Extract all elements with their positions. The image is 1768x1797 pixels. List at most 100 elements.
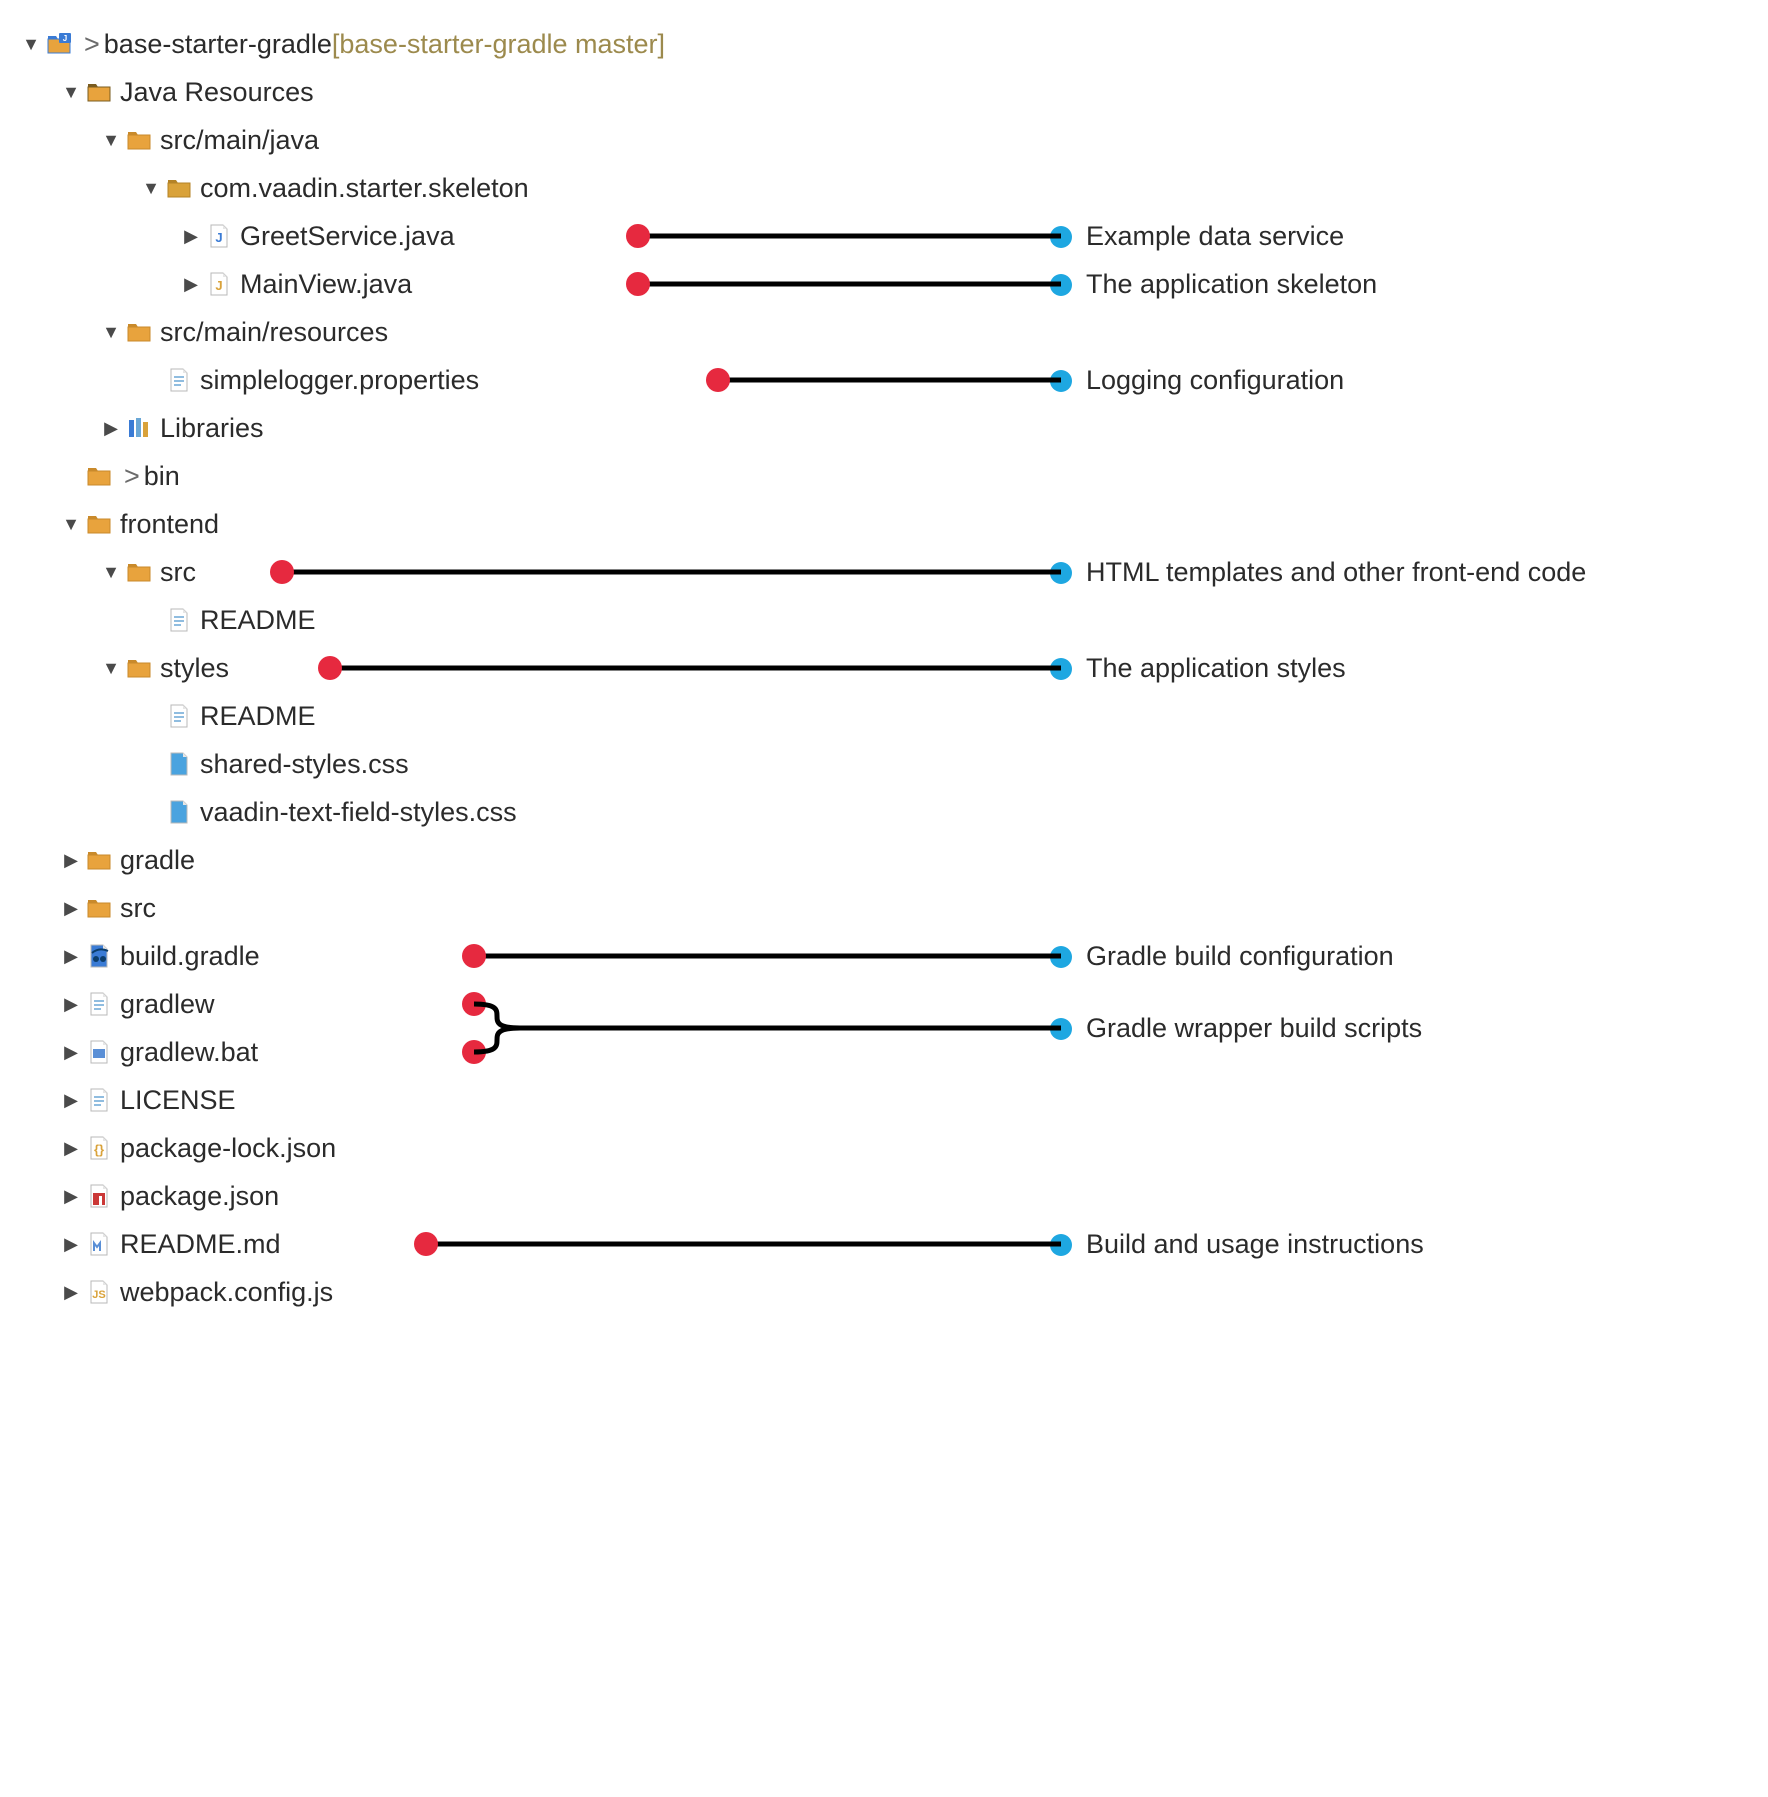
tree-row-vtfcss[interactable]: ▶#vaadin-text-field-styles.css <box>0 788 1768 836</box>
folder-icon <box>84 509 114 539</box>
textfile-icon <box>164 365 194 395</box>
chevron-right-icon[interactable]: ▶ <box>60 1042 82 1063</box>
annotation-text: Build and usage instructions <box>1086 1229 1424 1260</box>
chevron-right-icon[interactable]: ▶ <box>180 274 202 295</box>
tree-item-label: build.gradle <box>120 941 260 972</box>
tree-row-srcmainres[interactable]: ▼src/main/resources <box>0 308 1768 356</box>
tree-row-gradlew[interactable]: ▶ gradlew <box>0 980 1768 1028</box>
tree-row-pkgjson[interactable]: ▶ package.json <box>0 1172 1768 1220</box>
tree-row-pkg[interactable]: ▼ com.vaadin.starter.skeleton <box>0 164 1768 212</box>
chevron-down-icon[interactable]: ▼ <box>140 178 162 199</box>
cssfile-icon: # <box>164 797 194 827</box>
tree-item-label: Java Resources <box>120 77 314 108</box>
tree-row-greet[interactable]: ▶JGreetService.java <box>0 212 1768 260</box>
vcs-branch-label: [base-starter-gradle master] <box>332 29 665 60</box>
chevron-right-icon[interactable]: ▶ <box>100 418 122 439</box>
annotation-dot-icon <box>1050 370 1072 392</box>
chevron-right-icon[interactable]: ▶ <box>60 850 82 871</box>
tree-row-bin[interactable]: ▶>bin <box>0 452 1768 500</box>
tree-item-label: README <box>200 605 316 636</box>
chevron-down-icon[interactable]: ▼ <box>100 322 122 343</box>
folder-gen-icon <box>84 461 114 491</box>
chevron-down-icon[interactable]: ▼ <box>100 658 122 679</box>
annotation-text: HTML templates and other front-end code <box>1086 557 1586 588</box>
annotation-dot-icon <box>1050 274 1072 296</box>
tree-item-label: LICENSE <box>120 1085 236 1116</box>
chevron-right-icon[interactable]: ▶ <box>180 226 202 247</box>
tree-item-label: README <box>200 701 316 732</box>
tree-item-label: package-lock.json <box>120 1133 336 1164</box>
tree-row-javares[interactable]: ▼ Java Resources <box>0 68 1768 116</box>
annotation: The application styles <box>1050 653 1346 684</box>
tree-row-mainview[interactable]: ▶JMainView.java <box>0 260 1768 308</box>
annotation-text: Gradle build configuration <box>1086 941 1394 972</box>
javafile2-icon: J <box>204 269 234 299</box>
pkgroot-icon <box>124 317 154 347</box>
tree-item-label: gradlew <box>120 989 215 1020</box>
tree-row-gradlewbat[interactable]: ▶gradlew.bat <box>0 1028 1768 1076</box>
tree-row-libraries[interactable]: ▶Libraries <box>0 404 1768 452</box>
tree-row-fe-styles[interactable]: ▼styles <box>0 644 1768 692</box>
chevron-down-icon[interactable]: ▼ <box>20 34 42 55</box>
tree-row-webpack[interactable]: ▶JSwebpack.config.js <box>0 1268 1768 1316</box>
batfile-icon <box>84 1037 114 1067</box>
package-icon <box>164 173 194 203</box>
annotation-text: Gradle wrapper build scripts <box>1086 1013 1422 1044</box>
tree-row-readmemd[interactable]: ▶ README.md <box>0 1220 1768 1268</box>
tree-item-label: shared-styles.css <box>200 749 409 780</box>
tree-row-fe-src-rm[interactable]: ▶README <box>0 596 1768 644</box>
jsonfile-icon: {} <box>84 1133 114 1163</box>
tree-row-srcmainjava[interactable]: ▼ src/main/java <box>0 116 1768 164</box>
tree-row-frontend[interactable]: ▼frontend <box>0 500 1768 548</box>
javares-icon <box>84 77 114 107</box>
javafile-icon: J <box>204 221 234 251</box>
tree-row-fe-st-rm[interactable]: ▶README <box>0 692 1768 740</box>
tree-item-label: src <box>160 557 196 588</box>
annotation: HTML templates and other front-end code <box>1050 557 1586 588</box>
tree-item-label: README.md <box>120 1229 281 1260</box>
chevron-right-icon[interactable]: ▶ <box>60 1282 82 1303</box>
libraries-icon <box>124 413 154 443</box>
annotation-merged: Gradle wrapper build scripts <box>1050 1013 1422 1044</box>
svg-text:JS: JS <box>92 1289 105 1301</box>
annotation: Logging configuration <box>1050 365 1344 396</box>
tree-item-label: package.json <box>120 1181 279 1212</box>
annotation-text: The application skeleton <box>1086 269 1377 300</box>
tree-row-root[interactable]: ▼J>base-starter-gradle [base-starter-gra… <box>0 20 1768 68</box>
tree-item-label: simplelogger.properties <box>200 365 479 396</box>
tree-row-src[interactable]: ▶ src <box>0 884 1768 932</box>
tree-item-label: src <box>120 893 156 924</box>
textfile-icon <box>84 989 114 1019</box>
tree-item-label: src/main/java <box>160 125 319 156</box>
chevron-down-icon[interactable]: ▼ <box>60 82 82 103</box>
tree-row-pkglock[interactable]: ▶{}package-lock.json <box>0 1124 1768 1172</box>
chevron-right-icon[interactable]: ▶ <box>60 1138 82 1159</box>
npmfile-icon <box>84 1181 114 1211</box>
tree-row-slprops[interactable]: ▶simplelogger.properties <box>0 356 1768 404</box>
tree-item-label: base-starter-gradle <box>104 29 332 60</box>
chevron-right-icon[interactable]: ▶ <box>60 946 82 967</box>
tree-row-buildgradle[interactable]: ▶ build.gradle <box>0 932 1768 980</box>
annotation: The application skeleton <box>1050 269 1377 300</box>
vcs-changed-marker: > <box>80 29 104 60</box>
tree-row-license[interactable]: ▶ LICENSE <box>0 1076 1768 1124</box>
tree-item-label: MainView.java <box>240 269 412 300</box>
gradlefile-icon <box>84 941 114 971</box>
chevron-right-icon[interactable]: ▶ <box>60 898 82 919</box>
textfile-icon <box>164 605 194 635</box>
mdfile-icon <box>84 1229 114 1259</box>
tree-item-label: com.vaadin.starter.skeleton <box>200 173 529 204</box>
chevron-right-icon[interactable]: ▶ <box>60 1234 82 1255</box>
chevron-down-icon[interactable]: ▼ <box>100 562 122 583</box>
textfile-icon <box>164 701 194 731</box>
chevron-right-icon[interactable]: ▶ <box>60 1186 82 1207</box>
chevron-right-icon[interactable]: ▶ <box>60 994 82 1015</box>
tree-row-sharedcss[interactable]: ▶#shared-styles.css <box>0 740 1768 788</box>
chevron-down-icon[interactable]: ▼ <box>100 130 122 151</box>
annotation: Build and usage instructions <box>1050 1229 1424 1260</box>
chevron-down-icon[interactable]: ▼ <box>60 514 82 535</box>
annotation-dot-icon <box>1050 562 1072 584</box>
folder-icon <box>124 557 154 587</box>
tree-row-gradle[interactable]: ▶gradle <box>0 836 1768 884</box>
chevron-right-icon[interactable]: ▶ <box>60 1090 82 1111</box>
